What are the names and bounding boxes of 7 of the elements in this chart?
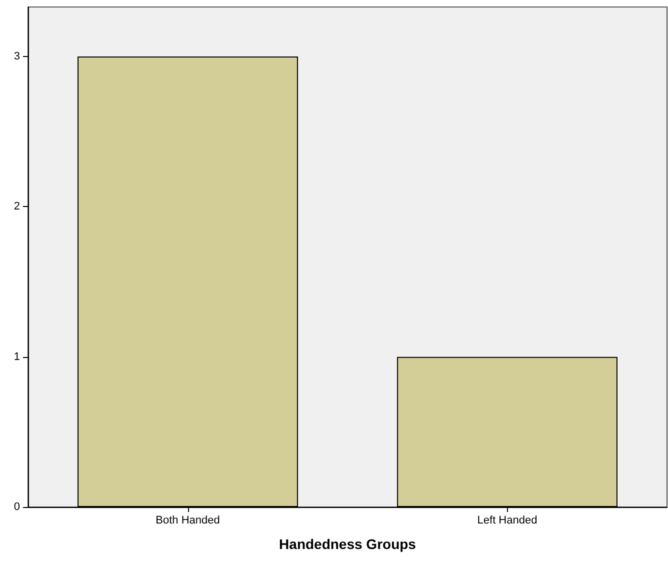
x-tick-label: Both Handed	[156, 514, 220, 526]
y-tick-label: 2	[14, 200, 20, 213]
y-tick-label: 0	[14, 501, 20, 513]
y-tick-label: 1	[14, 350, 20, 363]
x-axis-title: Handedness Groups	[279, 536, 416, 552]
x-tick-label: Left Handed	[477, 514, 538, 526]
y-tick-label: 3	[14, 50, 20, 63]
